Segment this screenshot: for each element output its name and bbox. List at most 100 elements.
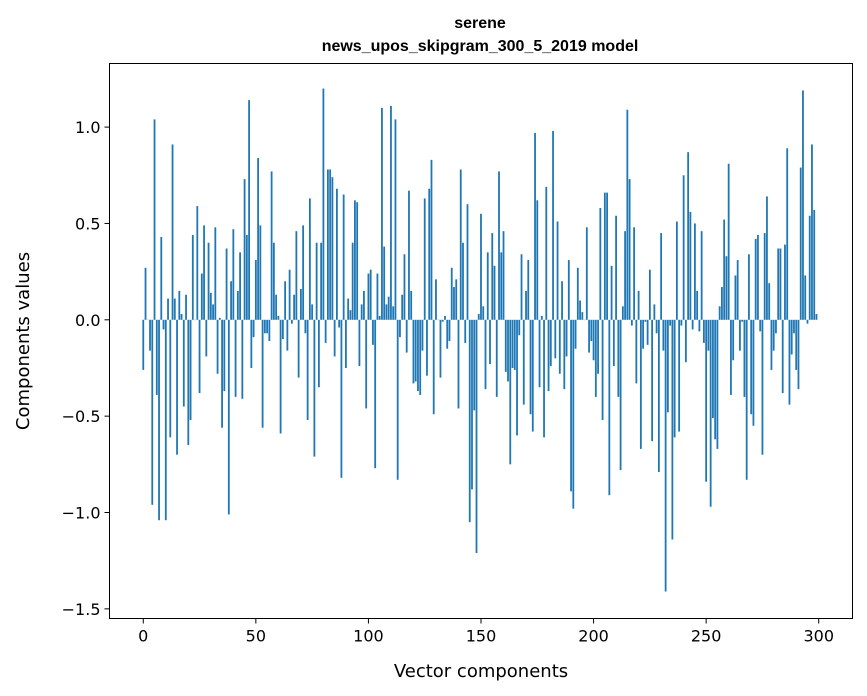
bar-component-250 [705, 319, 708, 482]
bar-component-209 [612, 319, 615, 367]
bar-component-62 [281, 319, 284, 340]
bar-component-146 [471, 319, 473, 490]
bar-component-5 [153, 119, 156, 320]
bar-component-126 [426, 319, 428, 376]
bar-component-44 [241, 319, 244, 399]
bar-component-239 [680, 319, 683, 326]
bar-component-122 [417, 319, 419, 392]
bar-component-37 [225, 248, 228, 320]
bar-component-63 [284, 281, 287, 320]
bar-component-275 [761, 319, 764, 455]
bar-component-296 [808, 215, 811, 320]
bar-component-256 [718, 306, 721, 320]
bar-component-182 [552, 130, 554, 320]
y-axis-ticks: −1.5 −1.0 −0.5 0.0 0.5 1.0 [62, 118, 110, 619]
bar-component-292 [799, 167, 802, 320]
bar-component-59 [275, 294, 278, 320]
bar-component-60 [277, 315, 280, 320]
bar-component-39 [230, 281, 232, 320]
y-tick-label: 0.0 [75, 311, 100, 330]
bar-component-163 [509, 319, 512, 465]
bar-component-241 [684, 319, 687, 363]
bar-component-95 [356, 202, 359, 320]
bar-component-277 [766, 196, 768, 320]
bar-component-109 [387, 296, 390, 320]
bar-component-143 [464, 319, 467, 343]
bar-component-200 [592, 319, 595, 361]
bar-component-246 [696, 290, 699, 320]
bar-component-83 [329, 169, 332, 320]
bar-component-207 [608, 319, 611, 496]
bar-component-193 [576, 267, 579, 320]
bar-component-70 [299, 288, 302, 320]
bar-component-134 [444, 315, 446, 320]
bar-component-152 [484, 319, 487, 390]
bar-component-176 [538, 319, 541, 388]
bar-component-252 [709, 319, 712, 507]
bar-component-77 [315, 242, 318, 320]
x-axis-label: Vector components [394, 661, 568, 682]
bar-component-203 [599, 208, 602, 320]
bar-component-73 [306, 319, 309, 421]
bar-component-107 [383, 246, 386, 320]
bar-component-42 [236, 290, 239, 320]
bar-component-139 [455, 279, 458, 320]
bar-component-217 [630, 319, 633, 326]
bar-component-111 [392, 306, 395, 320]
bar-component-30 [209, 292, 212, 320]
bar-component-135 [446, 319, 449, 349]
bar-component-262 [732, 319, 735, 361]
bar-component-98 [363, 290, 365, 320]
bar-component-118 [408, 190, 410, 320]
bar-component-276 [763, 233, 766, 320]
bar-component-10 [164, 319, 167, 521]
bar-component-4 [151, 319, 154, 505]
chart-title: serene [454, 15, 506, 32]
bar-component-285 [784, 244, 786, 320]
bar-component-195 [581, 312, 584, 320]
bar-component-215 [626, 109, 629, 320]
bar-component-102 [372, 319, 374, 345]
bar-component-125 [423, 198, 426, 320]
bar-component-78 [317, 319, 320, 388]
bar-component-91 [347, 298, 350, 320]
bar-component-154 [489, 319, 491, 365]
bar-component-41 [234, 319, 237, 397]
bar-component-140 [457, 319, 460, 409]
y-tick-label: −1.5 [62, 600, 101, 619]
bar-component-43 [239, 252, 241, 320]
bar-component-263 [734, 275, 737, 320]
bar-component-34 [218, 317, 221, 320]
bar-component-75 [311, 304, 314, 320]
bar-component-79 [320, 242, 323, 320]
bar-component-155 [491, 233, 494, 320]
bar-component-21 [189, 319, 192, 421]
bar-component-284 [781, 319, 784, 394]
bar-component-288 [790, 319, 793, 355]
bar-component-81 [324, 319, 327, 343]
bar-component-103 [374, 319, 377, 469]
bar-component-189 [567, 260, 570, 320]
bar-component-187 [563, 319, 566, 390]
bar-component-25 [198, 319, 201, 394]
bar-component-105 [378, 315, 381, 320]
bar-component-222 [642, 319, 645, 349]
bar-component-228 [655, 319, 658, 334]
bar-component-279 [770, 319, 773, 370]
bar-component-184 [556, 221, 559, 320]
bar-component-119 [410, 290, 413, 320]
bar-component-112 [394, 119, 397, 320]
bar-component-218 [633, 227, 636, 320]
bar-component-115 [401, 294, 404, 320]
bar-component-198 [588, 319, 590, 353]
x-tick-label: 50 [246, 627, 266, 646]
bar-component-31 [212, 304, 214, 320]
bar-component-290 [795, 319, 798, 370]
bar-component-76 [313, 319, 316, 457]
bar-component-234 [669, 319, 672, 326]
bar-component-99 [365, 319, 368, 409]
bar-component-280 [772, 319, 775, 351]
bar-component-153 [486, 252, 489, 320]
bar-component-32 [214, 227, 217, 320]
bar-component-121 [414, 319, 417, 382]
